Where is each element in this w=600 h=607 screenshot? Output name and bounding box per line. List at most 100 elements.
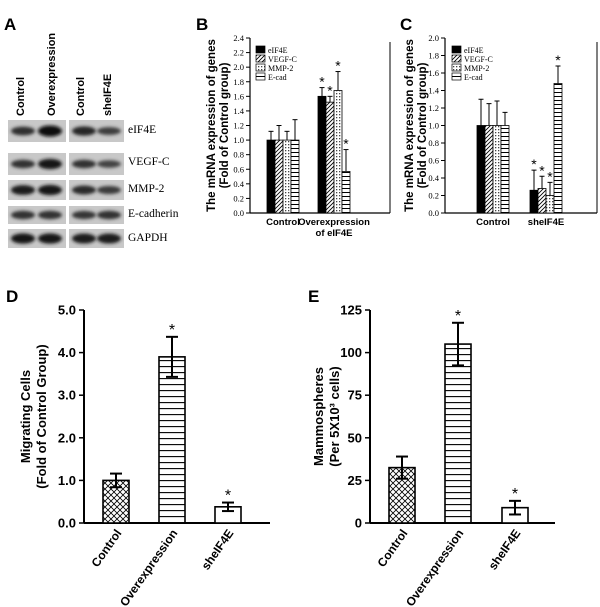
y-axis-title: The mRNA expression of genes(Fold of Con… bbox=[404, 39, 429, 212]
significance-star: * bbox=[512, 486, 518, 503]
blot-strip-background bbox=[8, 120, 66, 142]
y-tick-label: 0.0 bbox=[58, 516, 76, 531]
significance-star: * bbox=[319, 74, 325, 90]
blot-band bbox=[11, 159, 35, 169]
y-tick-label: 1.6 bbox=[233, 91, 244, 101]
bar-eif4e bbox=[476, 125, 486, 214]
bar-vegf-c bbox=[274, 139, 284, 214]
x-category-label: of eIF4E bbox=[316, 228, 353, 239]
x-category-label: Overexpression bbox=[298, 217, 370, 228]
bar-vegf-c bbox=[537, 188, 547, 214]
bar-overexpression bbox=[444, 343, 472, 524]
y-tick-label: 5.0 bbox=[58, 303, 76, 318]
y-tick-label: 3.0 bbox=[58, 388, 76, 403]
significance-star: * bbox=[455, 308, 461, 325]
blot-band bbox=[97, 186, 121, 194]
y-axis-title-line: Mammospheres bbox=[311, 367, 326, 466]
blot-band bbox=[11, 185, 35, 195]
blot-band bbox=[38, 233, 62, 244]
lane-label-control-right: Control bbox=[75, 77, 87, 116]
significance-star: * bbox=[547, 168, 553, 184]
x-category-label: Overexpression bbox=[117, 527, 181, 607]
bar-vegf-c bbox=[325, 101, 335, 214]
legend-swatch bbox=[451, 54, 462, 63]
blot-band bbox=[11, 126, 35, 136]
x-category-label: Control bbox=[89, 527, 125, 570]
blot-band bbox=[72, 185, 96, 195]
blot-strip-background bbox=[69, 153, 124, 175]
x-category-label: Control bbox=[375, 527, 411, 570]
blot-band bbox=[38, 210, 62, 220]
y-tick-label: 1.2 bbox=[233, 121, 244, 131]
x-category-label: Overexpression bbox=[403, 527, 467, 607]
legend-label: MMP-2 bbox=[464, 64, 489, 73]
y-axis-title-line: The mRNA expression of genes bbox=[404, 39, 416, 212]
blot-protein-eif4e: eIF4E bbox=[128, 124, 156, 136]
bar-e-cad bbox=[341, 171, 351, 214]
blot-protein-mmp2: MMP-2 bbox=[128, 183, 165, 195]
bar-mmp-2 bbox=[492, 125, 502, 214]
panel-label-e: E bbox=[308, 287, 319, 306]
y-tick-label: 0.8 bbox=[233, 150, 244, 160]
bar-mmp-2 bbox=[545, 195, 555, 214]
bar-overexpression bbox=[158, 356, 186, 524]
legend-swatch bbox=[451, 45, 462, 54]
blot-band bbox=[72, 126, 96, 136]
y-tick-label: 1.0 bbox=[233, 135, 244, 145]
blot-band bbox=[72, 233, 96, 244]
blot-band bbox=[38, 184, 62, 196]
y-tick-label: 1.6 bbox=[428, 68, 439, 78]
blot-band bbox=[97, 210, 121, 220]
blot-band bbox=[11, 210, 35, 220]
significance-star: * bbox=[335, 58, 341, 74]
blot-protein-gapdh: GAPDH bbox=[128, 232, 168, 244]
blot-strip-background bbox=[69, 120, 124, 142]
bar-eif4e bbox=[266, 139, 276, 214]
bar-e-cad bbox=[553, 83, 563, 214]
y-tick-label: 0.2 bbox=[233, 193, 244, 203]
bar-mmp-2 bbox=[282, 139, 292, 214]
y-tick-label: 125 bbox=[340, 303, 362, 318]
panel-label-c: C bbox=[400, 15, 412, 34]
bar-mmp-2 bbox=[333, 90, 343, 214]
lane-label-overexpression: Overexpression bbox=[46, 33, 58, 116]
y-tick-label: 0.2 bbox=[428, 191, 439, 201]
y-tick-label: 2.2 bbox=[233, 48, 244, 58]
panel-label-a: A bbox=[4, 15, 16, 34]
y-axis-title: Migrating Cells(Fold of Control Group) bbox=[18, 344, 49, 488]
y-tick-label: 4.0 bbox=[58, 345, 76, 360]
y-tick-label: 1.4 bbox=[428, 86, 439, 96]
chart-d: 0.0 1.0 2.0 3.0 4.0 5.0 Migrating Cells(Fold o… bbox=[18, 303, 270, 607]
lane-label-sheif4e: sheIF4E bbox=[102, 74, 114, 116]
legend-swatch bbox=[451, 72, 462, 81]
blot-band bbox=[11, 233, 35, 244]
legend-swatch bbox=[255, 63, 266, 72]
significance-star: * bbox=[327, 82, 333, 98]
legend-label: MMP-2 bbox=[268, 64, 293, 73]
legend-label: eIF4E bbox=[268, 46, 288, 55]
blot-protein-ecadherin: E-cadherin bbox=[128, 208, 179, 220]
legend-swatch bbox=[255, 54, 266, 63]
y-tick-label: 1.8 bbox=[428, 51, 439, 61]
x-category-label: sheIF4E bbox=[528, 217, 564, 228]
blot-band bbox=[38, 125, 62, 137]
legend-swatch bbox=[255, 72, 266, 81]
y-tick-label: 1.4 bbox=[233, 106, 244, 116]
y-axis-title-line: (Fold of Control group) bbox=[417, 62, 429, 188]
legend-label: E-cad bbox=[268, 73, 287, 82]
y-axis-title: The mRNA expression of genes(Fold of Con… bbox=[206, 39, 231, 212]
blot-strip-background bbox=[69, 180, 124, 200]
y-tick-label: 0.0 bbox=[428, 208, 439, 218]
y-tick-label: 1.8 bbox=[233, 77, 244, 87]
significance-star: * bbox=[539, 162, 545, 178]
y-tick-label: 0.4 bbox=[428, 173, 439, 183]
blot-band bbox=[72, 159, 96, 169]
panel-label-d: D bbox=[6, 287, 18, 306]
western-blot: Control Overexpression Control sheIF4E e… bbox=[8, 33, 179, 248]
legend-label: eIF4E bbox=[464, 46, 484, 55]
bar-eif4e bbox=[317, 95, 327, 214]
y-tick-label: 0.8 bbox=[428, 138, 439, 148]
blot-band bbox=[97, 233, 121, 244]
bar-e-cad bbox=[500, 125, 510, 214]
